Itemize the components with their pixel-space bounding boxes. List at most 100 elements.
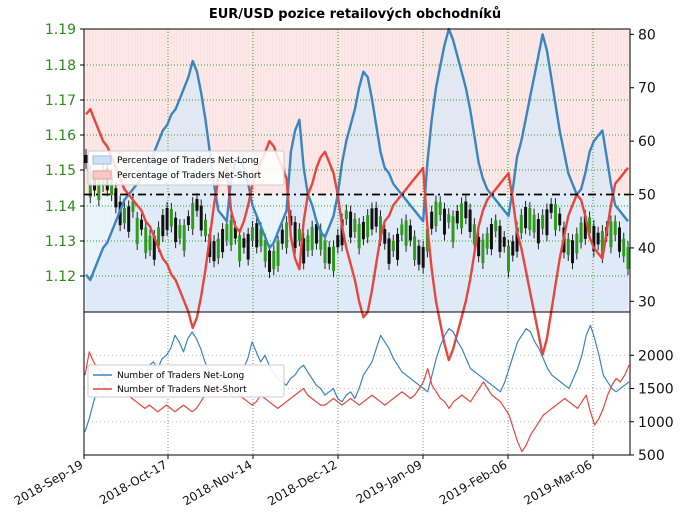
candle-body (246, 233, 250, 260)
percent-tick-label: 30 (638, 294, 656, 310)
lower-grid (83, 312, 630, 455)
candle-body (524, 206, 528, 229)
candle-body (430, 211, 434, 229)
upper-series-lines (84, 27, 630, 362)
upper-legend: Percentage of Traders Net-Long Percentage… (87, 150, 285, 186)
candle-body (387, 238, 391, 264)
count-tick-label: 1500 (638, 382, 674, 398)
percent-tick-label: 50 (638, 188, 656, 204)
candle-body (566, 238, 570, 255)
upper-legend-box (87, 150, 285, 186)
lower-panel-frame (83, 311, 631, 456)
percent-tick-label: 70 (638, 81, 656, 97)
candle-body (332, 246, 336, 272)
candle-body (528, 208, 532, 230)
date-tick-label: 2018-Dec-12 (265, 457, 339, 508)
percent-tick-label: 80 (638, 27, 656, 43)
lower-frame-border (83, 311, 631, 456)
candle-body (280, 229, 284, 244)
candle-body (216, 238, 220, 259)
candle-body (396, 233, 400, 260)
candle-body (600, 231, 604, 258)
candle-body (400, 224, 404, 235)
count-tick-label: 2000 (638, 348, 674, 364)
candle-body (532, 214, 536, 233)
candle-body (511, 241, 515, 256)
date-axis-ticks: 2018-Sep-19 2018-Oct-17 2018-Nov-14 2018-De… (12, 455, 595, 508)
candle-body (451, 216, 455, 243)
lower-legend-box (87, 364, 285, 398)
candle-body (553, 204, 557, 231)
candle-body (378, 216, 382, 240)
candle-body (268, 250, 272, 273)
legend-label-net-short: Percentage of Traders Net-Short (117, 171, 262, 181)
candle-body (221, 229, 225, 253)
candle-body (285, 222, 289, 248)
candle-body (357, 223, 361, 249)
candle-body (413, 236, 417, 260)
candle-body (421, 246, 425, 268)
count-axis-ticks: 2000 1500 1000 500 (630, 348, 674, 464)
candle-body (139, 219, 143, 230)
chart-title: EUR/USD pozice retailových obchodníků (209, 7, 501, 22)
candle-body (148, 235, 152, 251)
candle-body (485, 233, 489, 249)
candle-body (472, 224, 476, 245)
candle-body (182, 225, 186, 251)
candle-body (366, 215, 370, 238)
price-tick-label: 1.13 (45, 234, 76, 250)
candle-body (344, 210, 348, 220)
net-short-percentage-line (85, 107, 629, 362)
candle-body (233, 227, 237, 239)
candle-body (336, 235, 340, 248)
candle-body (127, 206, 131, 232)
candle-body (596, 232, 600, 245)
candle-body (225, 224, 229, 240)
price-tick-label: 1.14 (45, 199, 76, 215)
candle-body (178, 225, 182, 239)
candle-body (507, 245, 511, 272)
lower-series-lines (84, 324, 630, 453)
candle-body (447, 214, 451, 223)
candle-body (272, 250, 276, 270)
candle-body (327, 247, 331, 264)
candle-body (442, 208, 446, 235)
candle-body (404, 220, 408, 246)
legend-swatch-net-long (92, 155, 112, 165)
candle-body (203, 219, 207, 236)
candle-body (314, 224, 318, 244)
date-tick-label: 2019-Feb-06 (437, 457, 510, 507)
candle-body (477, 236, 481, 257)
candle-body (536, 219, 540, 244)
candle-body (489, 223, 493, 250)
candle-body (617, 227, 621, 252)
candle-body (374, 207, 378, 227)
date-tick-label: 2018-Nov-14 (180, 457, 254, 508)
candle-body (434, 201, 438, 227)
candle-body (186, 216, 190, 226)
price-tick-label: 1.15 (45, 163, 76, 179)
candle-body (263, 239, 267, 262)
date-tick-label: 2018-Oct-17 (97, 457, 169, 507)
price-tick-label: 1.12 (45, 269, 76, 285)
candle-body (276, 241, 280, 266)
candle-body (626, 247, 630, 269)
candle-body (588, 217, 592, 234)
price-tick-label: 1.18 (45, 58, 76, 74)
candle-body (212, 241, 216, 262)
percent-tick-label: 40 (638, 241, 656, 257)
candlesticks (84, 149, 630, 279)
candle-body (255, 223, 259, 248)
candle-body (144, 227, 148, 253)
candle-body (97, 175, 101, 201)
candle-body (370, 208, 374, 230)
date-tick-label: 2019-Mar-06 (521, 457, 594, 507)
candle-body (310, 226, 314, 250)
candle-body (165, 207, 169, 230)
candle-body (199, 205, 203, 231)
candle-body (464, 201, 468, 219)
candle-body (259, 228, 263, 247)
candle-body (152, 235, 156, 260)
candle-body (242, 238, 246, 248)
